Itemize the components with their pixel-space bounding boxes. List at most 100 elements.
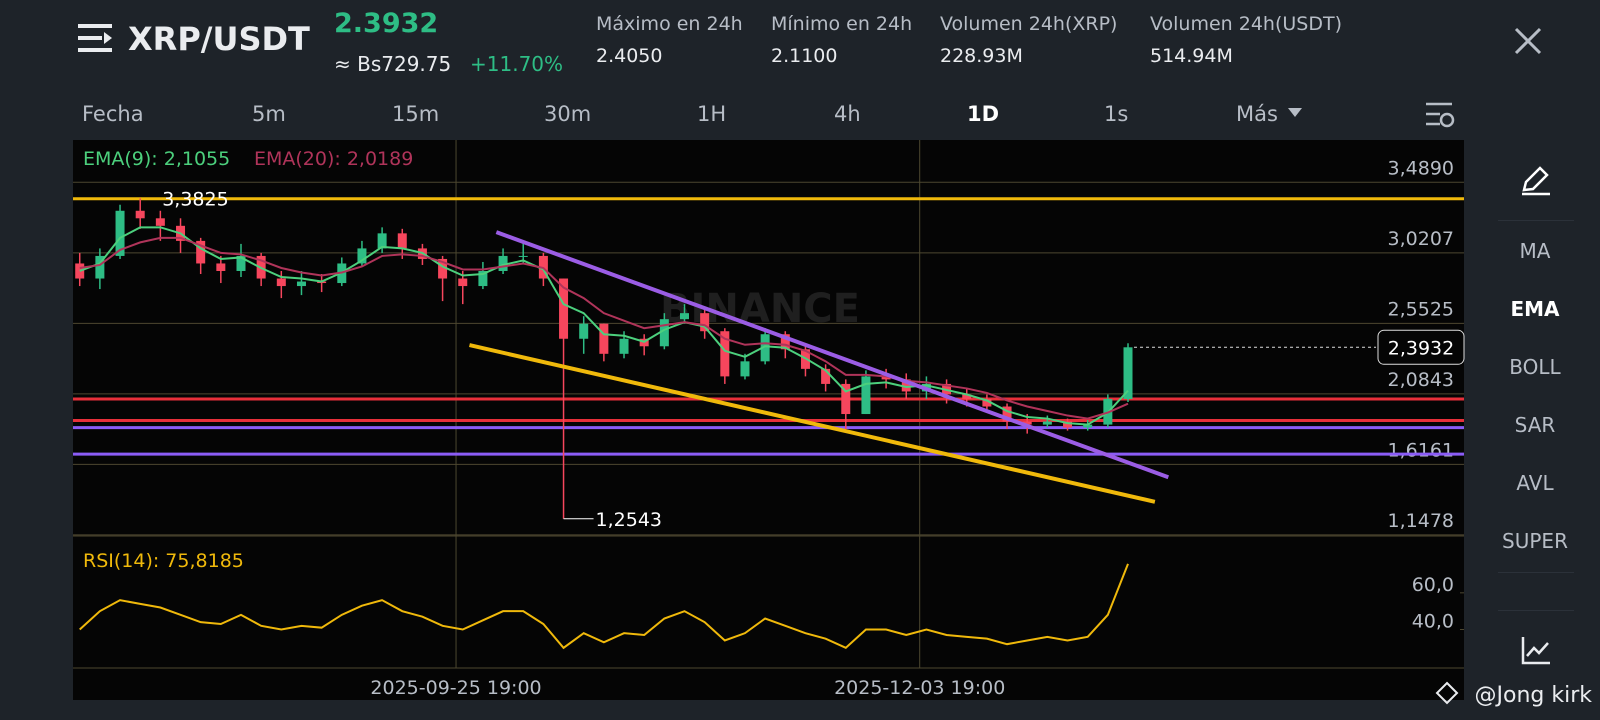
candle-body bbox=[740, 361, 750, 377]
candle-body bbox=[659, 319, 669, 347]
y-tick-label: 2,5525 bbox=[1388, 298, 1454, 320]
candle-body bbox=[841, 383, 851, 415]
y-tick-label: 40,0 bbox=[1412, 611, 1454, 633]
divider bbox=[1498, 572, 1574, 573]
x-tick-label: 2025-12-03 19:00 bbox=[834, 677, 1005, 699]
candle-body bbox=[377, 233, 387, 249]
stat-label: Mínimo en 24h bbox=[771, 13, 913, 35]
divider bbox=[1498, 610, 1574, 611]
stat-value: 2.4050 bbox=[596, 45, 663, 67]
candle-body bbox=[155, 218, 165, 226]
y-tick-label: 3,4890 bbox=[1388, 157, 1454, 179]
candle-body bbox=[518, 255, 528, 257]
timeframe-tab[interactable]: Más bbox=[1236, 102, 1278, 126]
timeframe-tab[interactable]: 1H bbox=[697, 102, 727, 126]
trendline bbox=[495, 230, 1170, 480]
last-price-label: 2,3932 bbox=[1388, 337, 1454, 359]
timeframe-tab[interactable]: 15m bbox=[392, 102, 440, 126]
candle-body bbox=[438, 258, 448, 279]
y-tick-label: 1,1478 bbox=[1388, 510, 1454, 532]
max-label: 3,3825 bbox=[162, 188, 228, 210]
candle-body bbox=[1123, 347, 1133, 399]
x-tick-label: 2025-09-25 19:00 bbox=[370, 677, 541, 699]
stat-value: 514.94M bbox=[1150, 45, 1233, 67]
symbol[interactable]: XRP/USDT bbox=[128, 20, 310, 58]
legend-entry: EMA(9): 2,1055 bbox=[83, 148, 230, 170]
stat-label: Máximo en 24h bbox=[596, 13, 743, 35]
y-tick-label: 60,0 bbox=[1412, 574, 1454, 596]
indicator-tab[interactable]: BOLL bbox=[1509, 355, 1561, 379]
chart-icon[interactable] bbox=[1520, 634, 1552, 666]
menu-icon[interactable] bbox=[78, 22, 114, 56]
candle-body bbox=[821, 368, 831, 384]
candle-body bbox=[861, 376, 871, 415]
stat-value: 2.1100 bbox=[771, 45, 838, 67]
indicator-tab[interactable]: SUPER bbox=[1502, 529, 1568, 553]
candle-body bbox=[1002, 406, 1012, 422]
indicator-tab[interactable]: MA bbox=[1519, 239, 1551, 263]
candle-body bbox=[276, 278, 286, 287]
timeframe-tab[interactable]: 1s bbox=[1104, 102, 1129, 126]
timeframe-tab[interactable]: 1D bbox=[967, 102, 1000, 126]
draw-icon[interactable] bbox=[1520, 164, 1552, 196]
author: @Jong kirk bbox=[1475, 683, 1593, 708]
min-label: 1,2543 bbox=[596, 509, 662, 531]
candle-body bbox=[559, 278, 569, 339]
legend-entry: EMA(20): 2,0189 bbox=[254, 148, 413, 170]
candle-body bbox=[478, 270, 488, 287]
timeframe-tab[interactable]: 4h bbox=[834, 102, 861, 126]
candle-body bbox=[619, 338, 629, 354]
dropdown-arrow[interactable] bbox=[1288, 108, 1302, 117]
divider bbox=[1498, 220, 1574, 221]
candle-body bbox=[75, 263, 85, 279]
trendline bbox=[469, 343, 1156, 504]
indicator-tab[interactable]: AVL bbox=[1516, 471, 1554, 495]
fiat-price: ≈ Bs729.75 bbox=[334, 52, 452, 76]
indicator-tab[interactable]: SAR bbox=[1514, 413, 1556, 437]
timeframe-tab[interactable]: 30m bbox=[544, 102, 592, 126]
candle-body bbox=[680, 313, 690, 320]
stat-label: Volumen 24h(USDT) bbox=[1150, 13, 1342, 35]
candle-body bbox=[296, 281, 306, 287]
candle-body bbox=[135, 210, 145, 219]
candle-body bbox=[780, 334, 790, 350]
last-price-box bbox=[1377, 329, 1465, 365]
candle-body bbox=[1022, 421, 1032, 425]
candle-body bbox=[458, 278, 468, 287]
candle-body bbox=[1063, 421, 1073, 428]
candle-body bbox=[397, 233, 407, 249]
candle-body bbox=[1083, 424, 1093, 428]
change: +11.70% bbox=[470, 52, 564, 76]
ema-line bbox=[79, 236, 1129, 420]
candle-body bbox=[901, 379, 911, 392]
candle-body bbox=[599, 323, 609, 354]
ema-line bbox=[79, 226, 1129, 426]
close-button[interactable] bbox=[1513, 26, 1543, 56]
candle-body bbox=[720, 331, 730, 377]
candle-body bbox=[357, 248, 367, 264]
y-tick-label: 1,6161 bbox=[1388, 439, 1454, 461]
stat-label: Volumen 24h(XRP) bbox=[940, 13, 1118, 35]
candle-body bbox=[236, 255, 246, 271]
candle-body bbox=[760, 334, 770, 362]
timeframe-tab[interactable]: Fecha bbox=[82, 102, 144, 126]
stat-value: 228.93M bbox=[940, 45, 1023, 67]
candle-body bbox=[982, 398, 992, 407]
candle-body bbox=[881, 376, 891, 380]
candle-body bbox=[216, 263, 226, 271]
price: 2.3932 bbox=[334, 8, 439, 39]
legend-entry: RSI(14): 75,8185 bbox=[83, 550, 244, 572]
timeframe-tab[interactable]: 5m bbox=[252, 102, 286, 126]
indicator-tab[interactable]: EMA bbox=[1510, 297, 1560, 321]
candle-body bbox=[579, 323, 589, 339]
candle-body bbox=[95, 255, 105, 279]
watermark: BINANCE bbox=[660, 286, 860, 332]
candle-body bbox=[700, 313, 710, 332]
candle-body bbox=[115, 210, 125, 256]
settings-icon[interactable] bbox=[1424, 100, 1456, 130]
candle-body bbox=[962, 394, 972, 399]
logo bbox=[1435, 681, 1459, 705]
y-tick-label: 3,0207 bbox=[1388, 228, 1454, 250]
